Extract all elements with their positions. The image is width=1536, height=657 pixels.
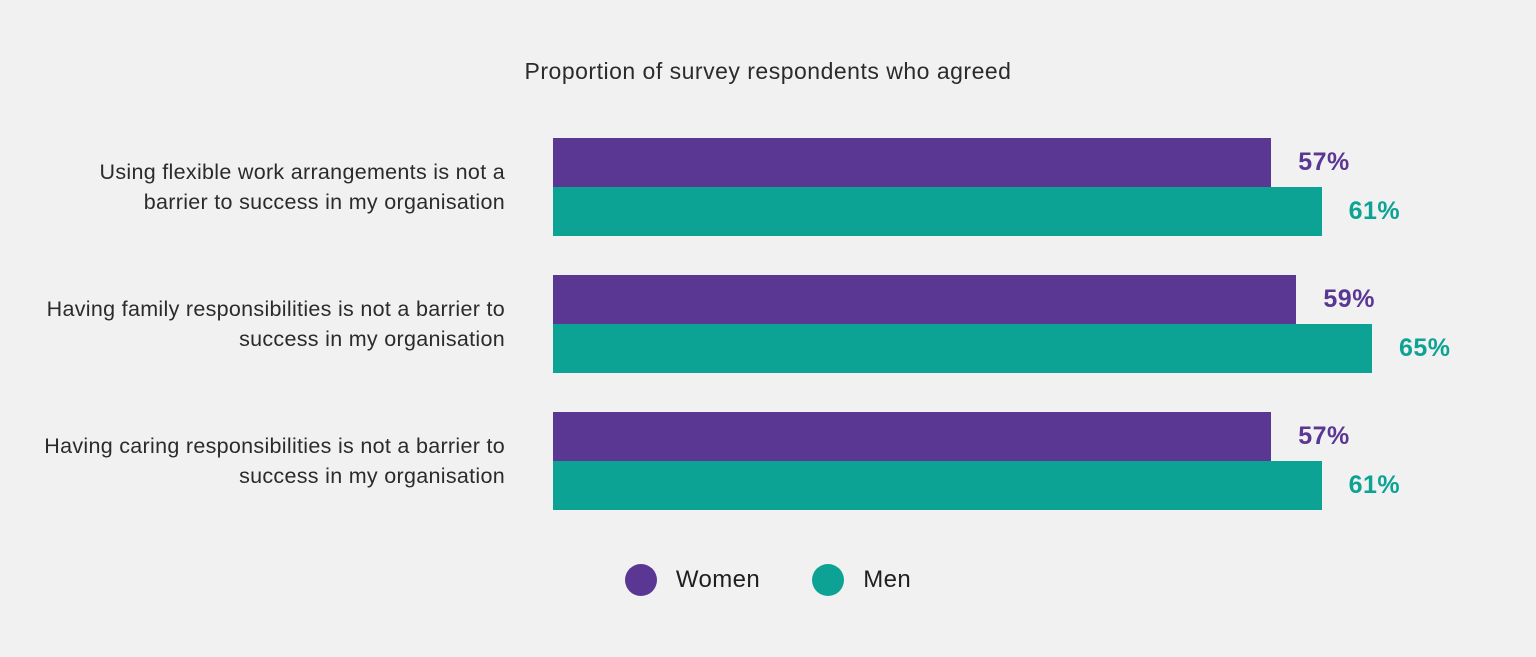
bar-group-caring-responsibilities: Having caring responsibilities is not a … [0, 412, 1536, 510]
bar-men [553, 324, 1372, 373]
bar-women [553, 138, 1272, 187]
legend-item-women: Women [624, 564, 761, 596]
legend-label-women: Women [675, 566, 761, 593]
legend-label-men: Men [863, 566, 912, 593]
chart-legend: Women Men [0, 564, 1536, 596]
category-label: Having caring responsibilities is not a … [44, 434, 505, 488]
bar-value-label-women: 57% [1298, 148, 1350, 176]
bar-value-label-men: 65% [1399, 334, 1451, 362]
women-color-swatch [624, 564, 657, 596]
men-color-swatch [812, 564, 845, 596]
bar-men [553, 461, 1322, 510]
bar-value-label-men: 61% [1348, 197, 1401, 225]
bar-group-family-responsibilities: Having family responsibilities is not a … [0, 275, 1536, 373]
bar-pair: 57% 61% [553, 138, 1400, 236]
category-label: Having family responsibilities is not a … [46, 297, 505, 351]
chart-plot-area: Using flexible work arrangements is not … [0, 138, 1536, 510]
legend-item-men: Men [812, 564, 911, 596]
chart-title: Proportion of survey respondents who agr… [524, 58, 1012, 84]
bar-women [553, 412, 1272, 461]
bar-pair: 57% 61% [553, 412, 1400, 510]
bar-women [553, 275, 1297, 324]
bar-value-label-men: 61% [1348, 471, 1401, 499]
bar-value-label-women: 57% [1298, 422, 1350, 450]
bar-pair: 59% 65% [553, 275, 1451, 373]
category-label: Using flexible work arrangements is not … [99, 160, 505, 214]
bar-men [553, 187, 1322, 236]
bar-group-flexible-work: Using flexible work arrangements is not … [0, 138, 1536, 236]
bar-value-label-women: 59% [1323, 285, 1375, 313]
